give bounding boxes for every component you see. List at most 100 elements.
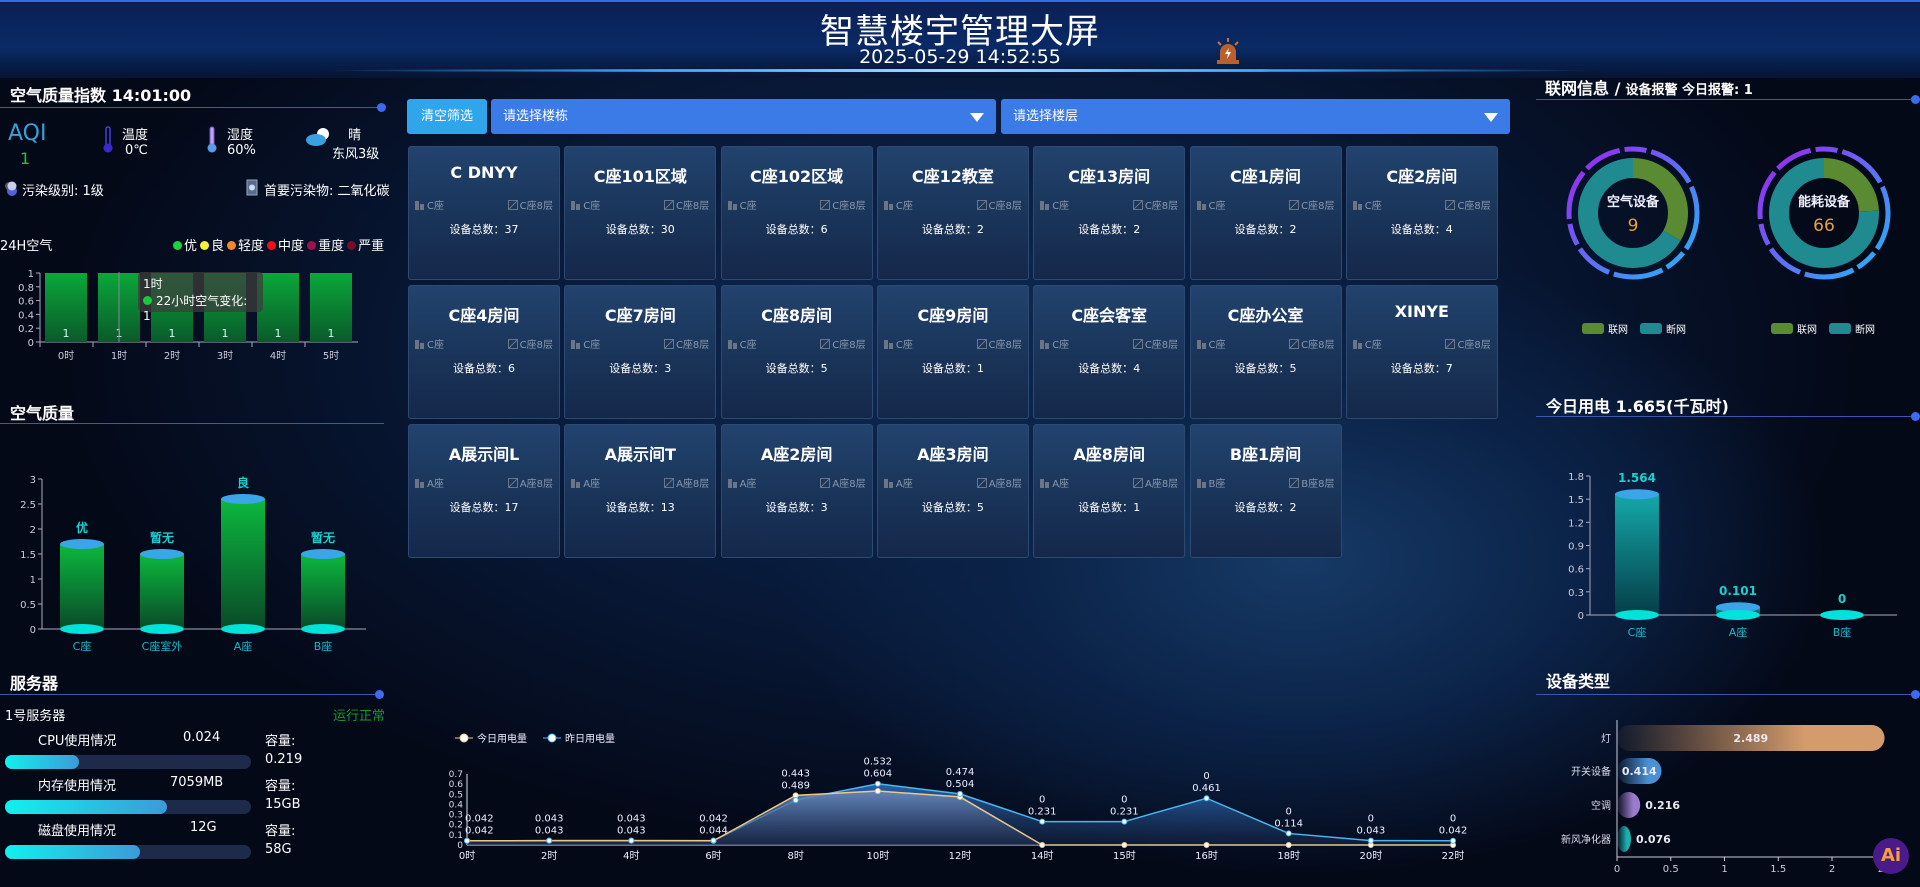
- room-building-label: C座: [1052, 201, 1070, 212]
- room-floor-label: C座8层: [988, 340, 1022, 351]
- room-name: B座1房间: [1229, 445, 1302, 464]
- building-icon: [415, 340, 424, 349]
- donut-center-label: 能耗设备: [1798, 194, 1851, 210]
- room-floor: C座8层: [507, 336, 553, 351]
- bar-base-cap: [221, 624, 265, 634]
- device-count-label: 设备总数：: [449, 223, 505, 236]
- donut-legend-item[interactable]: 联网: [1771, 321, 1817, 336]
- y-tick-label: 0.6: [449, 780, 464, 790]
- point-value-label: 0.042: [465, 814, 494, 825]
- pollution-level-icon: [5, 181, 17, 196]
- chevron-down-icon: [970, 113, 984, 122]
- room-card[interactable]: C座13房间 C座 C座8层 设备总数：2: [1033, 146, 1186, 280]
- room-card[interactable]: C座会客室 C座 C座8层 设备总数：4: [1033, 285, 1186, 419]
- y-tick-label: 0: [1578, 611, 1584, 622]
- room-device-count: 设备总数：30: [565, 221, 715, 237]
- y-tick-label: 0.5: [449, 790, 463, 800]
- room-floor-label: C座8层: [1457, 340, 1491, 351]
- room-floor: C座8层: [663, 197, 710, 212]
- room-card[interactable]: A座2房间 A座 A座8层 设备总数：3: [720, 424, 873, 558]
- point-昨日用电量: [628, 837, 635, 844]
- floor-icon: [820, 478, 831, 488]
- room-device-count: 设备总数：5: [878, 499, 1028, 515]
- room-device-count: 设备总数：6: [409, 360, 559, 376]
- device-count-value: 3: [664, 362, 672, 375]
- room-card[interactable]: C座9房间 C座 C座8层 设备总数：1: [876, 285, 1029, 419]
- x-tick-label: 4时: [270, 350, 286, 362]
- room-card[interactable]: A座3房间 A座 A座8层 设备总数：5: [876, 424, 1029, 558]
- device-count-label: 设备总数：: [1234, 501, 1290, 514]
- device-count-value: 5: [1289, 362, 1297, 375]
- point-value-label: 0.504: [946, 779, 975, 790]
- donut-center-value: 66: [1813, 216, 1835, 236]
- clear-filter-button[interactable]: 清空筛选: [407, 99, 487, 134]
- donut-legend-item[interactable]: 联网: [1582, 321, 1628, 336]
- y-tick-label: 0.6: [18, 297, 34, 308]
- room-floor-label: C座8层: [675, 201, 710, 212]
- building-icon: [727, 201, 737, 210]
- floor-select[interactable]: 请选择楼层: [1001, 99, 1510, 134]
- point-value-label: 0.043: [535, 814, 564, 825]
- bar-value-label: 良: [237, 475, 249, 490]
- room-building: B座: [1196, 475, 1225, 490]
- room-card[interactable]: A展示间L A座 A座8层 设备总数：17: [408, 424, 560, 558]
- room-floor-label: C座8层: [1144, 340, 1179, 351]
- room-name: C座办公室: [1227, 306, 1304, 325]
- device-count-label: 设备总数：: [921, 223, 977, 236]
- server-metric-value: 0.024: [183, 730, 221, 745]
- building-icon: [571, 479, 581, 488]
- room-card[interactable]: C座办公室 C座 C座8层 设备总数：5: [1189, 285, 1342, 419]
- donut-legend-item[interactable]: 断网: [1829, 321, 1875, 336]
- room-card[interactable]: A展示间T A座 A座8层 设备总数：13: [564, 424, 717, 558]
- room-card[interactable]: C座4房间 C座 C座8层 设备总数：6: [408, 285, 560, 419]
- building-icon: [1352, 340, 1362, 349]
- room-card[interactable]: C座101区域 C座 C座8层 设备总数：30: [564, 146, 717, 280]
- legend-label: 联网: [1608, 325, 1628, 336]
- device-count-label: 设备总数：: [921, 362, 977, 375]
- usage-progress-bar: [5, 845, 251, 859]
- building-select[interactable]: 请选择楼栋: [491, 99, 996, 134]
- room-card[interactable]: C DNYY C座 C座8层 设备总数：37: [408, 146, 560, 280]
- room-device-count: 设备总数：2: [878, 221, 1028, 237]
- bar-B座: [301, 554, 345, 629]
- alarm-summary[interactable]: 设备报警 今日报警: 1: [1625, 83, 1753, 98]
- room-card[interactable]: C座2房间 C座 C座8层 设备总数：4: [1345, 146, 1498, 280]
- x-tick-label: 1: [1721, 864, 1727, 875]
- room-floor: C座8层: [976, 197, 1022, 212]
- point-value-label: 0.043: [535, 826, 564, 837]
- room-card[interactable]: C座8房间 C座 C座8层 设备总数：5: [720, 285, 873, 419]
- building-icon: [571, 201, 581, 210]
- x-tick-label: 5时: [323, 350, 339, 362]
- floor-icon: [1445, 339, 1456, 349]
- point-value-label: 0: [1121, 795, 1127, 806]
- room-card[interactable]: C座7房间 C座 C座8层 设备总数：3: [564, 285, 717, 419]
- bar-开关设备: [1617, 758, 1662, 784]
- ai-assistant-button[interactable]: Ai: [1873, 838, 1909, 874]
- x-tick-label: 0.5: [1663, 864, 1679, 875]
- x-tick-label: 6时: [705, 850, 721, 862]
- building-select-placeholder: 请选择楼栋: [503, 109, 569, 124]
- room-card[interactable]: B座1房间 B座 B座8层 设备总数：2: [1189, 424, 1342, 558]
- room-floor: C座8层: [1445, 197, 1491, 212]
- room-card[interactable]: C座12教室 C座 C座8层 设备总数：2: [876, 146, 1029, 280]
- device-type-title: 设备类型: [1546, 672, 1611, 691]
- usage-progress-fill: [5, 845, 141, 859]
- bar-value-label: 0.216: [1645, 799, 1680, 812]
- alarm-light-icon[interactable]: [1215, 38, 1241, 66]
- server-metric-value: 12G: [190, 820, 217, 835]
- device-count-label: 设备总数：: [605, 223, 661, 236]
- room-card[interactable]: XINYE C座 C座8层 设备总数：7: [1345, 285, 1498, 419]
- room-device-count: 设备总数：2: [1191, 221, 1341, 237]
- room-card[interactable]: A座8房间 A座 A座8层 设备总数：1: [1033, 424, 1186, 558]
- point-value-label: 0.461: [1192, 783, 1221, 794]
- room-card[interactable]: C座1房间 C座 C座8层 设备总数：2: [1189, 146, 1342, 280]
- donut-legend-item[interactable]: 断网: [1640, 321, 1686, 336]
- point-昨日用电量: [710, 837, 717, 844]
- room-card[interactable]: C座102区域 C座 C座8层 设备总数：6: [720, 146, 873, 280]
- bar-base-cap: [1716, 610, 1760, 620]
- y-tick-label: 0.2: [449, 821, 463, 831]
- outer-decorative-ring: [1566, 146, 1700, 280]
- room-floor: A座8层: [1132, 475, 1178, 490]
- humidity-thermometer-icon: [207, 126, 217, 153]
- room-building-label: C座: [427, 340, 444, 351]
